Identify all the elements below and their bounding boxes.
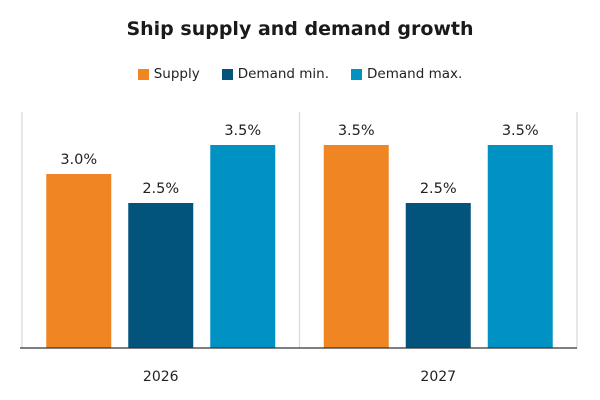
legend-swatch-supply bbox=[137, 68, 149, 80]
chart-title: Ship supply and demand growth bbox=[126, 18, 474, 40]
legend-label-supply: Supply bbox=[153, 66, 200, 82]
legend-item-supply: Supply bbox=[137, 66, 200, 82]
data-label: 2.5% bbox=[142, 181, 179, 197]
data-label: 3.0% bbox=[60, 152, 97, 168]
data-label: 3.5% bbox=[502, 123, 539, 139]
legend-label-demand-min: Demand min. bbox=[237, 66, 330, 82]
bar-demand-max-2027 bbox=[487, 145, 553, 348]
data-label: 2.5% bbox=[420, 181, 457, 197]
bar-demand-max-2026 bbox=[210, 145, 276, 348]
legend-swatch-demand-min bbox=[221, 68, 233, 80]
bar-demand-min-2027 bbox=[405, 203, 471, 348]
x-tick-label: 2026 bbox=[143, 369, 179, 385]
bar-supply-2026 bbox=[46, 174, 112, 348]
bar-demand-min-2026 bbox=[128, 203, 194, 348]
data-label: 3.5% bbox=[338, 123, 375, 139]
legend-swatch-demand-max bbox=[351, 68, 363, 80]
data-label: 3.5% bbox=[224, 123, 261, 139]
legend-label-demand-max: Demand max. bbox=[367, 66, 463, 82]
x-tick-label: 2027 bbox=[420, 369, 456, 385]
legend: Supply Demand min. Demand max. bbox=[0, 66, 600, 82]
bar-supply-2027 bbox=[323, 145, 389, 348]
legend-item-demand-max: Demand max. bbox=[351, 66, 462, 82]
legend-item-demand-min: Demand min. bbox=[221, 66, 330, 82]
